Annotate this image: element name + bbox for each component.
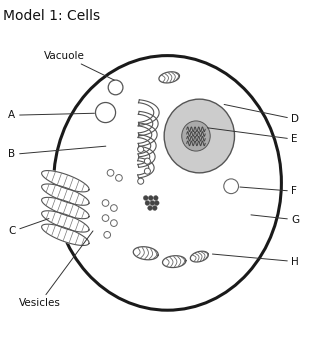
Circle shape [138,146,144,153]
Circle shape [145,201,150,205]
Ellipse shape [164,99,234,173]
Circle shape [111,205,117,212]
Circle shape [144,168,150,174]
Ellipse shape [182,121,210,151]
Circle shape [95,102,116,123]
Polygon shape [42,211,89,232]
Polygon shape [162,256,186,267]
Text: D: D [224,104,299,124]
Text: G: G [251,215,299,225]
Circle shape [111,220,117,226]
Ellipse shape [54,56,281,310]
Polygon shape [138,135,156,157]
Polygon shape [159,72,180,83]
Polygon shape [42,224,89,245]
Text: B: B [8,146,106,159]
Circle shape [148,206,152,211]
Polygon shape [42,184,89,205]
Circle shape [102,200,109,206]
Circle shape [108,80,123,95]
Text: Model 1: Cells: Model 1: Cells [3,9,100,23]
Circle shape [102,215,109,221]
Polygon shape [133,247,158,260]
Circle shape [104,232,111,238]
Circle shape [152,206,157,211]
Circle shape [154,201,159,205]
Polygon shape [190,251,208,262]
Circle shape [150,201,155,205]
Circle shape [153,196,158,200]
Circle shape [148,196,153,200]
Circle shape [143,196,148,200]
Circle shape [138,178,144,184]
Polygon shape [138,100,159,125]
Text: H: H [212,254,299,267]
Text: C: C [8,219,49,237]
Circle shape [116,175,122,181]
Polygon shape [138,146,155,167]
Text: A: A [8,110,94,120]
Text: E: E [207,128,298,144]
Polygon shape [138,123,157,146]
Text: Vesicles: Vesicles [18,231,93,308]
Polygon shape [42,197,89,219]
Polygon shape [138,112,158,136]
Polygon shape [138,158,154,178]
Text: F: F [240,186,297,196]
Text: Vacuole: Vacuole [44,51,114,80]
Circle shape [224,179,239,194]
Polygon shape [42,171,89,192]
Circle shape [107,170,114,176]
Circle shape [144,158,150,164]
